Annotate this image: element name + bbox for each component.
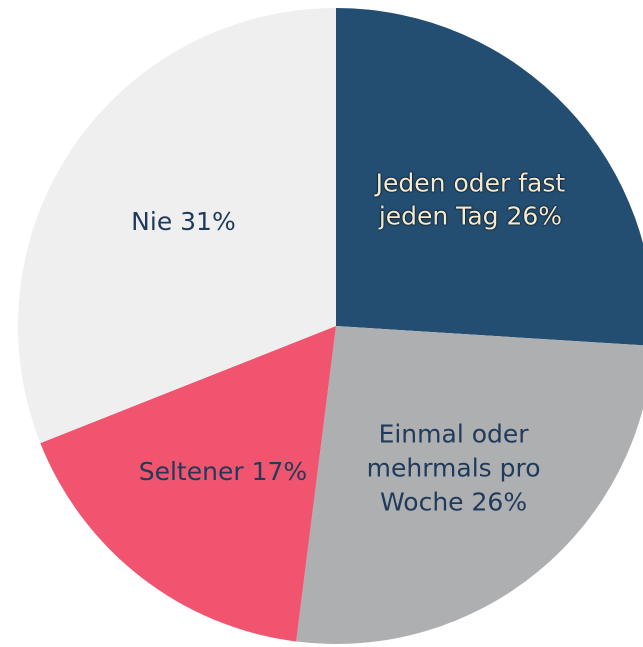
pie-slice xyxy=(296,326,643,644)
category-label: Nie xyxy=(131,207,173,237)
category-label: Jeden oder fast jeden Tag xyxy=(375,167,566,231)
value-label: 17% xyxy=(251,456,308,486)
category-label: Seltener xyxy=(138,456,244,486)
value-label: 26% xyxy=(471,486,528,516)
pie-slice xyxy=(40,326,336,642)
category-label: Einmal oder mehrmals pro Woche xyxy=(366,419,541,516)
slice-label: Seltener 17% xyxy=(118,455,328,489)
slice-label: Nie 31% xyxy=(78,205,288,239)
slice-label: Jeden oder fast jeden Tag 26% xyxy=(365,166,575,234)
value-label: 31% xyxy=(180,207,236,237)
value-label: 26% xyxy=(506,201,563,231)
slice-label: Einmal oder mehrmals pro Woche 26% xyxy=(349,417,559,518)
pie-slice xyxy=(18,8,337,444)
pie-slice xyxy=(336,8,643,346)
